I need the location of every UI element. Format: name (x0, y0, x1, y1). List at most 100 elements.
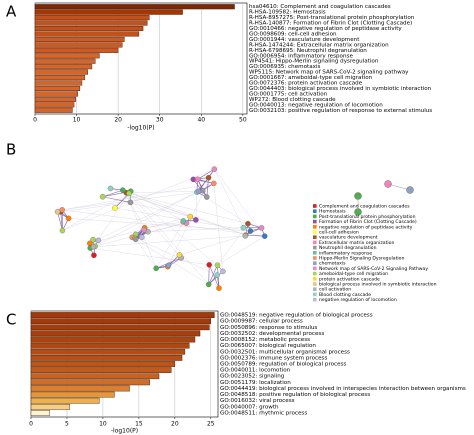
edge (387, 183, 411, 191)
legend-swatch (313, 225, 317, 229)
node (180, 218, 187, 224)
legend-swatch (313, 209, 317, 213)
node (242, 233, 249, 239)
legend-label: Extracellular matrix organization (319, 240, 394, 246)
bar (30, 336, 196, 343)
edge (214, 169, 244, 228)
node (204, 194, 210, 200)
bar (34, 36, 125, 42)
node (65, 215, 72, 222)
category-label: GO:0040011: locomotion (220, 368, 291, 374)
node (165, 262, 172, 269)
node (91, 252, 97, 259)
legend-label: inflammatory response (319, 250, 372, 256)
category-label: hsa04610: Complement and coagulation cas… (249, 4, 391, 10)
node (120, 187, 126, 193)
legend-label: biological process involved in symbiotic… (319, 282, 437, 288)
node (112, 205, 118, 211)
edge (208, 264, 210, 285)
node (127, 199, 134, 206)
legend-label: Hippo-Merlin Signaling Dysregulation (319, 256, 404, 262)
panel-label: B (6, 141, 16, 159)
bar (34, 20, 148, 26)
bar (30, 373, 160, 380)
legend-label: chemotaxis (319, 261, 346, 267)
category-label: GO:0016032: viral process (220, 398, 295, 404)
legend-label: Formation of Fibrin Clot (Clotting Casca… (319, 219, 417, 225)
bar (34, 9, 183, 15)
legend-label: Blood clotting cascade (319, 292, 371, 298)
category-label: GO:0072376: protein activation cascade (249, 81, 363, 87)
bar (34, 64, 93, 70)
category-label: GO:0032502: developmental process (220, 331, 324, 337)
legend-swatch (313, 297, 317, 302)
edge (197, 168, 215, 180)
category-label: WP5115: Network map of SARS-CoV-2 signal… (249, 70, 409, 76)
edge (102, 189, 123, 198)
bar (34, 96, 76, 102)
node (126, 190, 132, 197)
edge (89, 191, 199, 244)
edge (245, 227, 262, 236)
legend-swatch (313, 240, 317, 245)
edge (62, 168, 215, 231)
category-label: GO:0023052: signaling (220, 374, 285, 380)
bar (34, 107, 73, 113)
category-label: GO:0050789: regulation of biological pro… (220, 362, 346, 368)
bar (30, 312, 215, 318)
bar (34, 58, 96, 64)
bar (34, 102, 75, 108)
legend-label: Complement and coagulation cascades (319, 204, 410, 210)
edge (114, 193, 130, 209)
edge (208, 265, 218, 285)
category-label: GO:0048511: rhythmic process (220, 410, 307, 416)
edge (95, 183, 214, 247)
bar (34, 69, 88, 75)
bar (30, 385, 130, 392)
edge (90, 247, 210, 265)
edge (217, 236, 265, 266)
x-axis-label: -log10(P) (111, 428, 138, 435)
category-label: R-HSA-109582: Hemostasis (249, 10, 326, 16)
category-label: GO:0048519: negative regulation of biolo… (220, 313, 373, 319)
category-label: GO:0044403: biological process involved … (249, 86, 432, 92)
bar (30, 397, 100, 404)
bar (34, 15, 150, 21)
category-label: R-HSA-6798695: Neutrophil degranulation (249, 48, 367, 54)
node (176, 252, 183, 258)
legend-swatch (313, 214, 317, 219)
node (194, 176, 201, 183)
edge (89, 216, 191, 244)
bar (34, 80, 83, 86)
bar (30, 361, 176, 367)
edge (102, 196, 191, 217)
node (245, 220, 251, 227)
edge (245, 234, 265, 237)
category-label: GO:0065007: biological regulation (220, 343, 316, 349)
node (211, 166, 218, 172)
legend-swatch (313, 266, 317, 271)
bar (30, 391, 115, 398)
x-tick-label: 10 (73, 117, 81, 124)
bar (30, 355, 183, 361)
category-label: GO:0098609: cell-cell adhesion (249, 31, 337, 37)
edge (147, 227, 244, 232)
legend-swatch (313, 230, 317, 234)
category-label: GO:0001944: vasculature development (249, 37, 360, 43)
edge (135, 238, 218, 276)
node (139, 234, 145, 241)
bar (30, 403, 71, 410)
node (107, 185, 114, 192)
edge (208, 271, 224, 285)
category-label: GO:0009987: cellular process (220, 319, 303, 325)
legend-label: Post-translational protein phosphorylati… (319, 214, 416, 220)
bar (34, 26, 144, 32)
legend-swatch (313, 277, 317, 281)
category-label: GO:0050896: response to stimulus (220, 325, 317, 331)
node (216, 285, 222, 291)
x-tick-label: 15 (135, 421, 143, 428)
node (153, 265, 159, 272)
bar (34, 42, 123, 48)
edge (126, 191, 199, 193)
